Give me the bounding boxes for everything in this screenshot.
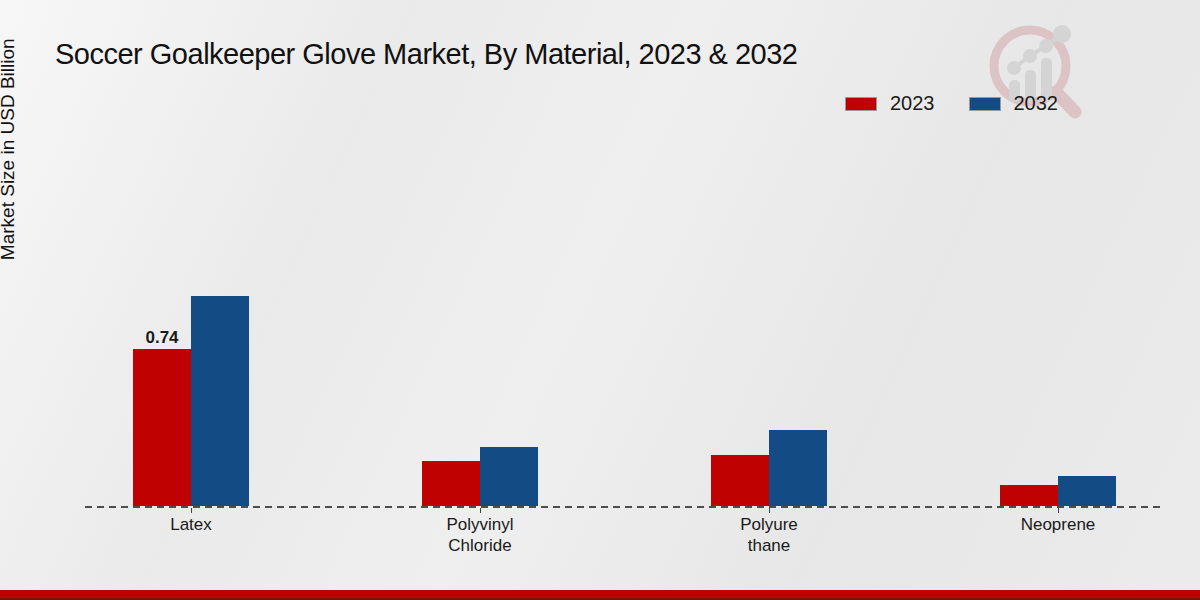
category-label-latex: Latex — [111, 514, 271, 535]
chart-canvas: Soccer Goalkeeper Glove Market, By Mater… — [0, 0, 1200, 600]
footer-red-band — [0, 590, 1200, 598]
bar-2032-neoprene — [1058, 476, 1116, 506]
bar-2023-polyvinyl-chloride — [422, 461, 480, 506]
value-label-2023: 0.74 — [145, 328, 178, 348]
x-axis-tick — [1058, 508, 1059, 513]
bar-2023-latex — [133, 349, 191, 506]
category-label-polyvinyl-chloride: Polyvinyl Chloride — [400, 514, 560, 556]
bar-2023-polyurethane — [711, 455, 769, 506]
category-label-polyurethane: Polyure thane — [689, 514, 849, 556]
bar-2032-polyvinyl-chloride — [480, 447, 538, 506]
bar-2023-neoprene — [1000, 485, 1058, 506]
bar-2032-latex — [191, 296, 249, 506]
x-axis-tick — [480, 508, 481, 513]
x-axis-tick — [191, 508, 192, 513]
plot-area: 0.74 Latex Polyvinyl Chloride Polyure thane… — [0, 0, 1200, 600]
x-axis-baseline — [85, 506, 1165, 508]
x-axis-tick — [769, 508, 770, 513]
category-label-neoprene: Neoprene — [978, 514, 1138, 535]
bar-2032-polyurethane — [769, 430, 827, 506]
